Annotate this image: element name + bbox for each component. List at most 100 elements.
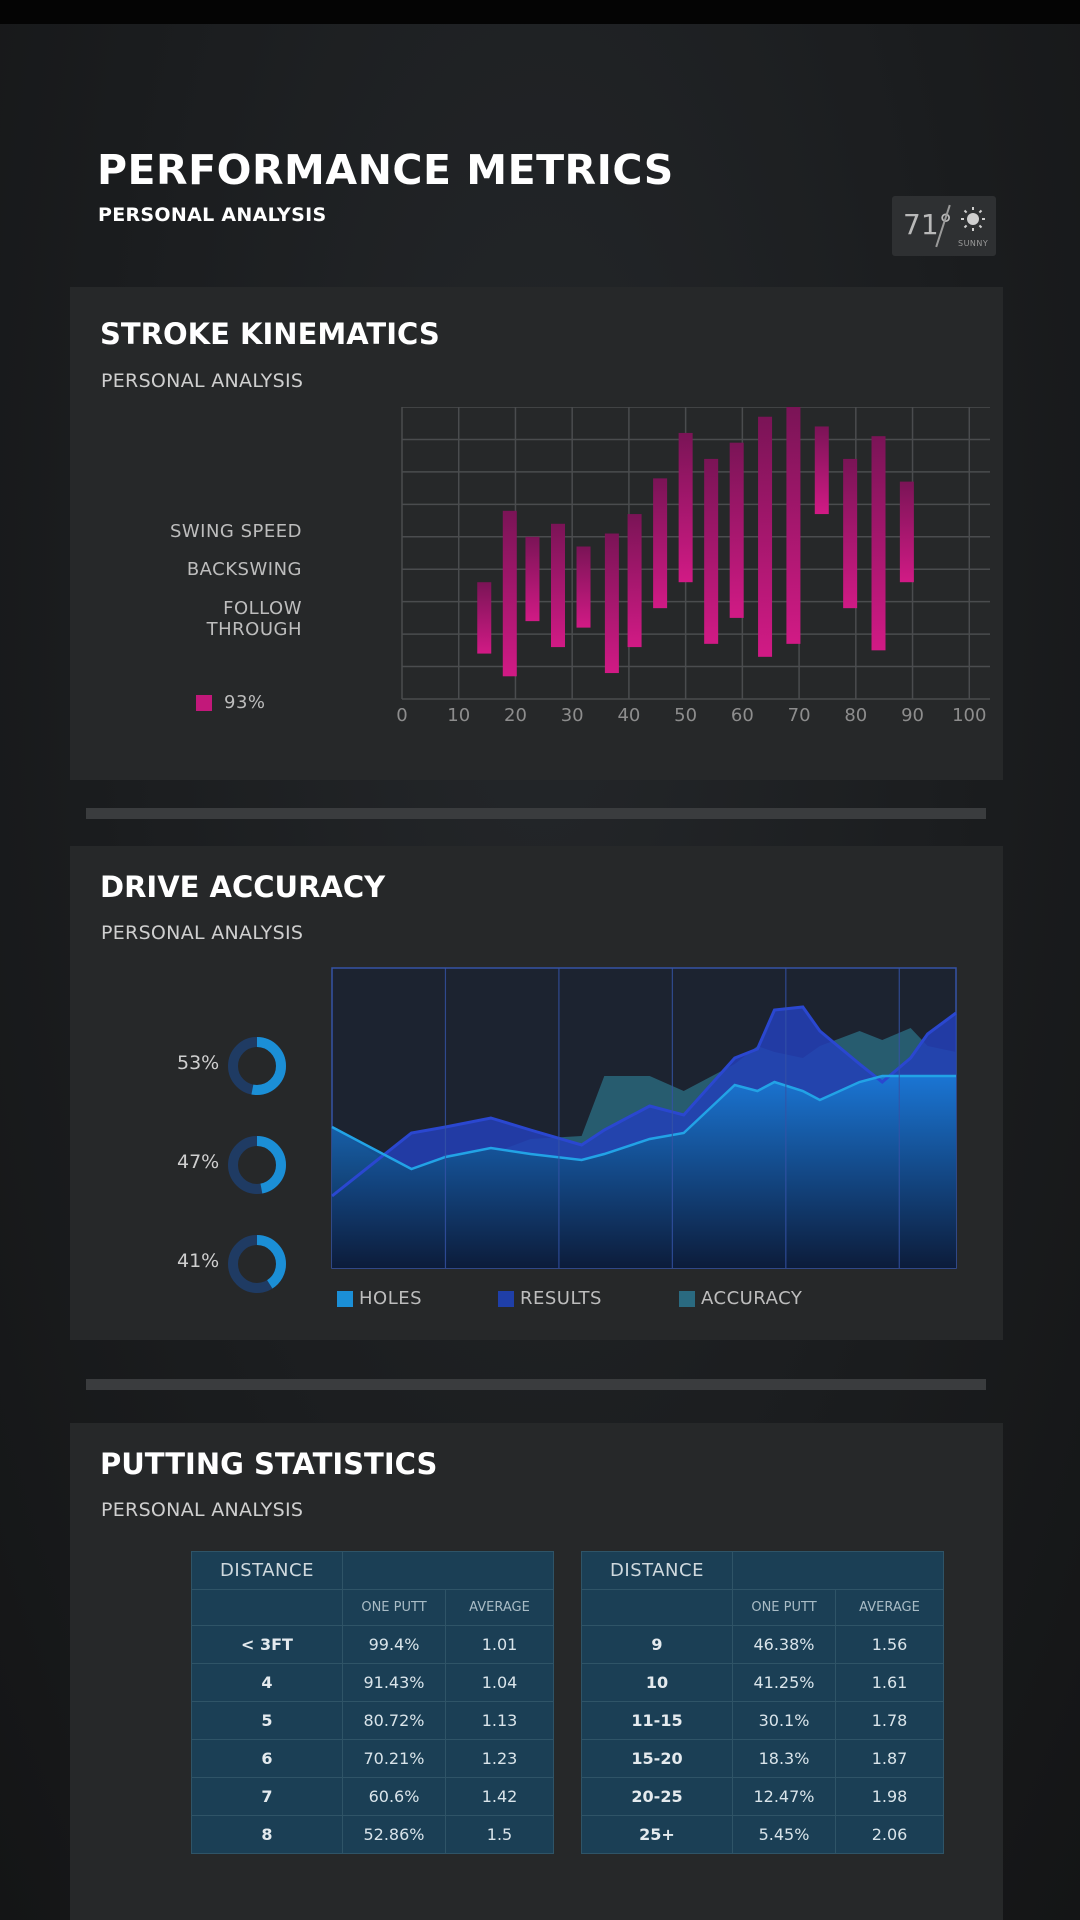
legend-swatch-accuracy bbox=[679, 1291, 695, 1307]
average-cell: 1.56 bbox=[835, 1625, 944, 1664]
one-putt-cell: 80.72% bbox=[342, 1701, 446, 1740]
distance-cell: 10 bbox=[581, 1663, 733, 1702]
backswing-label: BACKSWING bbox=[186, 559, 302, 580]
distance-cell: 8 bbox=[191, 1815, 343, 1854]
col-distance-header: DISTANCE bbox=[191, 1551, 343, 1590]
one-putt-cell: 18.3% bbox=[732, 1739, 836, 1778]
one-putt-cell: 5.45% bbox=[732, 1815, 836, 1854]
holes-line bbox=[331, 1074, 956, 1171]
section-divider bbox=[86, 808, 986, 819]
range-bar bbox=[627, 514, 642, 648]
page-subtitle: PERSONAL ANALYSIS bbox=[98, 204, 327, 226]
table-row: 5 80.72% 1.13 bbox=[191, 1701, 554, 1740]
range-bar bbox=[758, 416, 773, 657]
one-putt-cell: 41.25% bbox=[732, 1663, 836, 1702]
legend-swatch-holes bbox=[337, 1291, 353, 1307]
distance-cell: 6 bbox=[191, 1739, 343, 1778]
follow-label: FOLLOW bbox=[223, 598, 302, 619]
range-bar bbox=[525, 536, 540, 622]
header-blank bbox=[342, 1551, 554, 1590]
section-divider bbox=[86, 1379, 986, 1390]
one-putt-cell: 91.43% bbox=[342, 1663, 446, 1702]
subheader-blank bbox=[191, 1589, 343, 1626]
distance-cell: 9 bbox=[581, 1625, 733, 1664]
x-tick-label: 40 bbox=[617, 705, 640, 726]
range-bar bbox=[871, 436, 886, 651]
distance-cell: 7 bbox=[191, 1777, 343, 1816]
legend-label-results: RESULTS bbox=[520, 1288, 602, 1309]
x-tick-label: 100 bbox=[952, 705, 986, 726]
one-putt-cell: 70.21% bbox=[342, 1739, 446, 1778]
accuracy-title: DRIVE ACCURACY bbox=[100, 870, 386, 904]
putting-title: PUTTING STATISTICS bbox=[100, 1447, 438, 1481]
donut-label: 41% bbox=[177, 1250, 220, 1272]
average-cell: 1.13 bbox=[445, 1701, 554, 1740]
col-one-putt-header: ONE PUTT bbox=[342, 1589, 446, 1626]
legend-label-holes: HOLES bbox=[359, 1288, 423, 1309]
distance-cell: 5 bbox=[191, 1701, 343, 1740]
weather-widget[interactable]: 71° SUNNY bbox=[892, 196, 996, 256]
range-bar bbox=[551, 523, 565, 648]
distance-cell: 11-15 bbox=[581, 1701, 733, 1740]
average-cell: 1.01 bbox=[445, 1625, 554, 1664]
average-cell: 1.42 bbox=[445, 1777, 554, 1816]
table-row: 6 70.21% 1.23 bbox=[191, 1739, 554, 1778]
donut-value-arc bbox=[228, 1136, 286, 1194]
range-bar bbox=[814, 426, 829, 515]
subheader-blank bbox=[581, 1589, 733, 1626]
donut-value-arc bbox=[228, 1037, 286, 1095]
one-putt-cell: 52.86% bbox=[342, 1815, 446, 1854]
swing-speed-label: SWING SPEED bbox=[169, 521, 302, 542]
distance-cell: 4 bbox=[191, 1663, 343, 1702]
legend-swatch-results bbox=[498, 1291, 514, 1307]
range-bar bbox=[576, 546, 591, 628]
table-row: 10 41.25% 1.61 bbox=[581, 1663, 944, 1702]
average-cell: 1.04 bbox=[445, 1663, 554, 1702]
table-row: 11-15 30.1% 1.78 bbox=[581, 1701, 944, 1740]
x-tick-label: 20 bbox=[504, 705, 527, 726]
one-putt-cell: 60.6% bbox=[342, 1777, 446, 1816]
legend-label-accuracy: ACCURACY bbox=[701, 1288, 803, 1309]
x-tick-label: 10 bbox=[447, 705, 470, 726]
average-cell: 1.61 bbox=[835, 1663, 944, 1702]
average-cell: 2.06 bbox=[835, 1815, 944, 1854]
weather-condition: SUNNY bbox=[958, 239, 989, 248]
x-tick-label: 90 bbox=[901, 705, 924, 726]
stroke-subtitle: PERSONAL ANALYSIS bbox=[101, 370, 304, 392]
average-cell: 1.98 bbox=[835, 1777, 944, 1816]
putting-table-left: DISTANCE ONE PUTT AVERAGE < 3FT 99.4% 1.01… bbox=[191, 1551, 554, 1854]
area-chart bbox=[331, 967, 957, 1269]
one-putt-cell: 12.47% bbox=[732, 1777, 836, 1816]
through-label: THROUGH bbox=[206, 619, 302, 640]
table-row: 9 46.38% 1.56 bbox=[581, 1625, 944, 1664]
donut-label: 53% bbox=[177, 1052, 220, 1074]
accuracy-subtitle: PERSONAL ANALYSIS bbox=[101, 922, 304, 944]
holes-area bbox=[332, 1076, 956, 1268]
table-row: 20-25 12.47% 1.98 bbox=[581, 1777, 944, 1816]
one-putt-cell: 30.1% bbox=[732, 1701, 836, 1740]
average-cell: 1.5 bbox=[445, 1815, 554, 1854]
average-cell: 1.87 bbox=[835, 1739, 944, 1778]
results-line bbox=[331, 1005, 957, 1198]
legend-label: 93% bbox=[224, 692, 266, 713]
one-putt-cell: 46.38% bbox=[732, 1625, 836, 1664]
stroke-chart: 0 10 20 30 40 50 60 70 80 90 100 bbox=[396, 407, 990, 726]
range-bar bbox=[786, 407, 801, 644]
putting-panel: PUTTING STATISTICS PERSONAL ANALYSIS DIS… bbox=[70, 1423, 1003, 1920]
col-average-header: AVERAGE bbox=[835, 1589, 944, 1626]
x-tick-label: 30 bbox=[561, 705, 584, 726]
range-bar bbox=[899, 481, 914, 583]
table-row: 25+ 5.45% 2.06 bbox=[581, 1815, 944, 1854]
stroke-title: STROKE KINEMATICS bbox=[100, 317, 440, 351]
range-bar bbox=[477, 582, 492, 654]
sun-icon bbox=[961, 207, 985, 231]
table-row: 8 52.86% 1.5 bbox=[191, 1815, 554, 1854]
range-bar bbox=[604, 533, 619, 674]
range-bar bbox=[729, 442, 744, 618]
table-row: 4 91.43% 1.04 bbox=[191, 1663, 554, 1702]
col-one-putt-header: ONE PUTT bbox=[732, 1589, 836, 1626]
col-average-header: AVERAGE bbox=[445, 1589, 554, 1626]
col-distance-header: DISTANCE bbox=[581, 1551, 733, 1590]
range-bar bbox=[678, 432, 693, 583]
stroke-kinematics-panel: STROKE KINEMATICS PERSONAL ANALYSIS SWIN… bbox=[70, 287, 1003, 780]
